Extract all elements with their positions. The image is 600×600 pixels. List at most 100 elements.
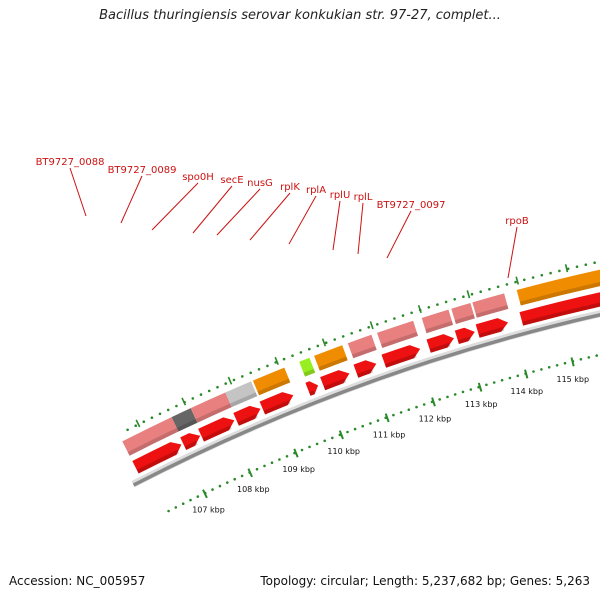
outer-ring-tick	[135, 419, 141, 428]
outer-ring-dot	[241, 375, 244, 378]
scale-tick	[247, 468, 253, 478]
scale-tick-label: 112 kbp	[419, 415, 452, 424]
scale-ring-dot	[563, 361, 567, 365]
scale-ring-dot	[167, 509, 170, 513]
cds-arrow	[519, 292, 600, 326]
label-leader-line	[249, 192, 291, 241]
scale-tick	[338, 430, 344, 440]
gene-label: BT9727_0088	[36, 157, 105, 168]
outer-ring-dot	[199, 393, 203, 396]
scale-ring-dot	[361, 424, 365, 428]
outer-ring-dot	[257, 368, 261, 371]
feature-block	[472, 293, 509, 318]
outer-ring-dot	[175, 404, 178, 408]
feature-block-shade	[475, 305, 509, 318]
label-leader-lines	[69, 167, 518, 279]
outer-ring-dot	[470, 292, 474, 296]
scale-ring-dot	[500, 378, 504, 382]
outer-ring-dot	[575, 265, 579, 269]
scale-ring-dot	[270, 461, 274, 465]
outer-ring-dot	[316, 344, 320, 348]
outer-ring-dot	[453, 298, 457, 301]
outer-ring-dot	[134, 424, 137, 428]
feature-block-shade	[381, 332, 418, 348]
feature-block-shade	[303, 368, 316, 377]
scale-ring-dot	[469, 388, 473, 391]
outer-ring-tick	[564, 264, 569, 273]
scale-ring-dot	[211, 488, 214, 491]
cds-arrow	[353, 360, 377, 378]
scale-ring-dot	[587, 356, 591, 359]
outer-ring-tick	[181, 397, 187, 406]
gene-label: rpoB	[505, 216, 529, 227]
outer-ring-dot	[291, 354, 294, 358]
outer-ring-dot	[593, 261, 596, 265]
outer-dotted-ring	[126, 261, 596, 432]
feature-block	[252, 367, 291, 396]
cds-arrow-shade	[309, 390, 316, 396]
scale-ring-dot	[263, 464, 266, 468]
feature-block	[171, 408, 198, 432]
gene-label: secE	[220, 175, 243, 186]
cds-arrow	[454, 327, 475, 344]
scale-ring-dot	[516, 374, 520, 378]
scale-ring-dot	[181, 502, 185, 506]
feature-block-shade	[454, 314, 475, 324]
outer-ring-dot	[224, 382, 227, 385]
scale-ring-dot	[233, 477, 236, 481]
accession-text: Accession: NC_005957	[9, 574, 146, 588]
outer-ring-dot	[549, 271, 552, 275]
cds-arrow-shade	[136, 449, 180, 474]
map-title: Bacillus thuringiensis serovar konkukian…	[99, 8, 501, 23]
outer-ring-dot	[358, 329, 362, 332]
scale-tick	[293, 448, 299, 458]
gene-label: spo0H	[182, 172, 214, 183]
outer-ring-dot	[401, 314, 405, 317]
scale-ring-dot	[308, 445, 311, 449]
feature-block	[516, 269, 600, 306]
scale-ring-dot	[346, 430, 349, 434]
scale-ring-dot	[422, 403, 426, 406]
cds-arrow	[320, 370, 350, 391]
feature-block	[314, 345, 348, 371]
outer-ring-dot	[158, 412, 162, 416]
outer-ring-dot	[393, 317, 396, 320]
scale-ring-dot	[353, 427, 357, 431]
scale-ring-dot	[407, 408, 411, 412]
cds-arrow-track	[132, 292, 600, 474]
scale-ring-dot	[532, 370, 535, 373]
scale-ring-dot	[255, 467, 259, 471]
outer-ring-tick	[466, 290, 471, 299]
cds-arrow	[426, 334, 454, 353]
topology-text: Topology: circular; Length: 5,237,682 bp…	[260, 574, 590, 588]
cds-arrow-shade	[356, 368, 374, 378]
outer-ring-dot	[384, 320, 388, 323]
feature-block	[347, 334, 377, 359]
feature-block-shade	[425, 321, 454, 334]
scale-tick-label: 108 kbp	[237, 485, 270, 494]
scale-ring-dot	[278, 458, 281, 461]
cds-arrow-shade	[478, 326, 505, 338]
scale-ring-dot	[315, 442, 319, 446]
scale-ring-dot	[369, 422, 372, 425]
scale-ring-dot	[331, 436, 334, 440]
outer-ring-dot	[324, 341, 328, 345]
outer-ring-dot	[216, 385, 219, 389]
feature-track	[122, 269, 600, 456]
gene-label: BT9727_0089	[108, 165, 177, 176]
outer-ring-dot	[479, 290, 483, 294]
outer-ring-dot	[249, 371, 252, 375]
cds-arrow-shade	[457, 336, 472, 344]
feature-block-shade	[127, 427, 179, 456]
scale-ring-dot	[196, 495, 200, 498]
cds-arrow	[259, 392, 294, 415]
cds-arrow-shade	[323, 378, 347, 391]
outer-ring-dot	[427, 306, 431, 309]
outer-ring-dot	[444, 300, 448, 304]
outer-ring-tick	[515, 276, 520, 285]
outer-ring-dot	[376, 323, 379, 326]
cds-arrow	[305, 381, 319, 396]
outer-ring-dot	[558, 269, 561, 273]
feature-block-shade	[318, 356, 348, 371]
